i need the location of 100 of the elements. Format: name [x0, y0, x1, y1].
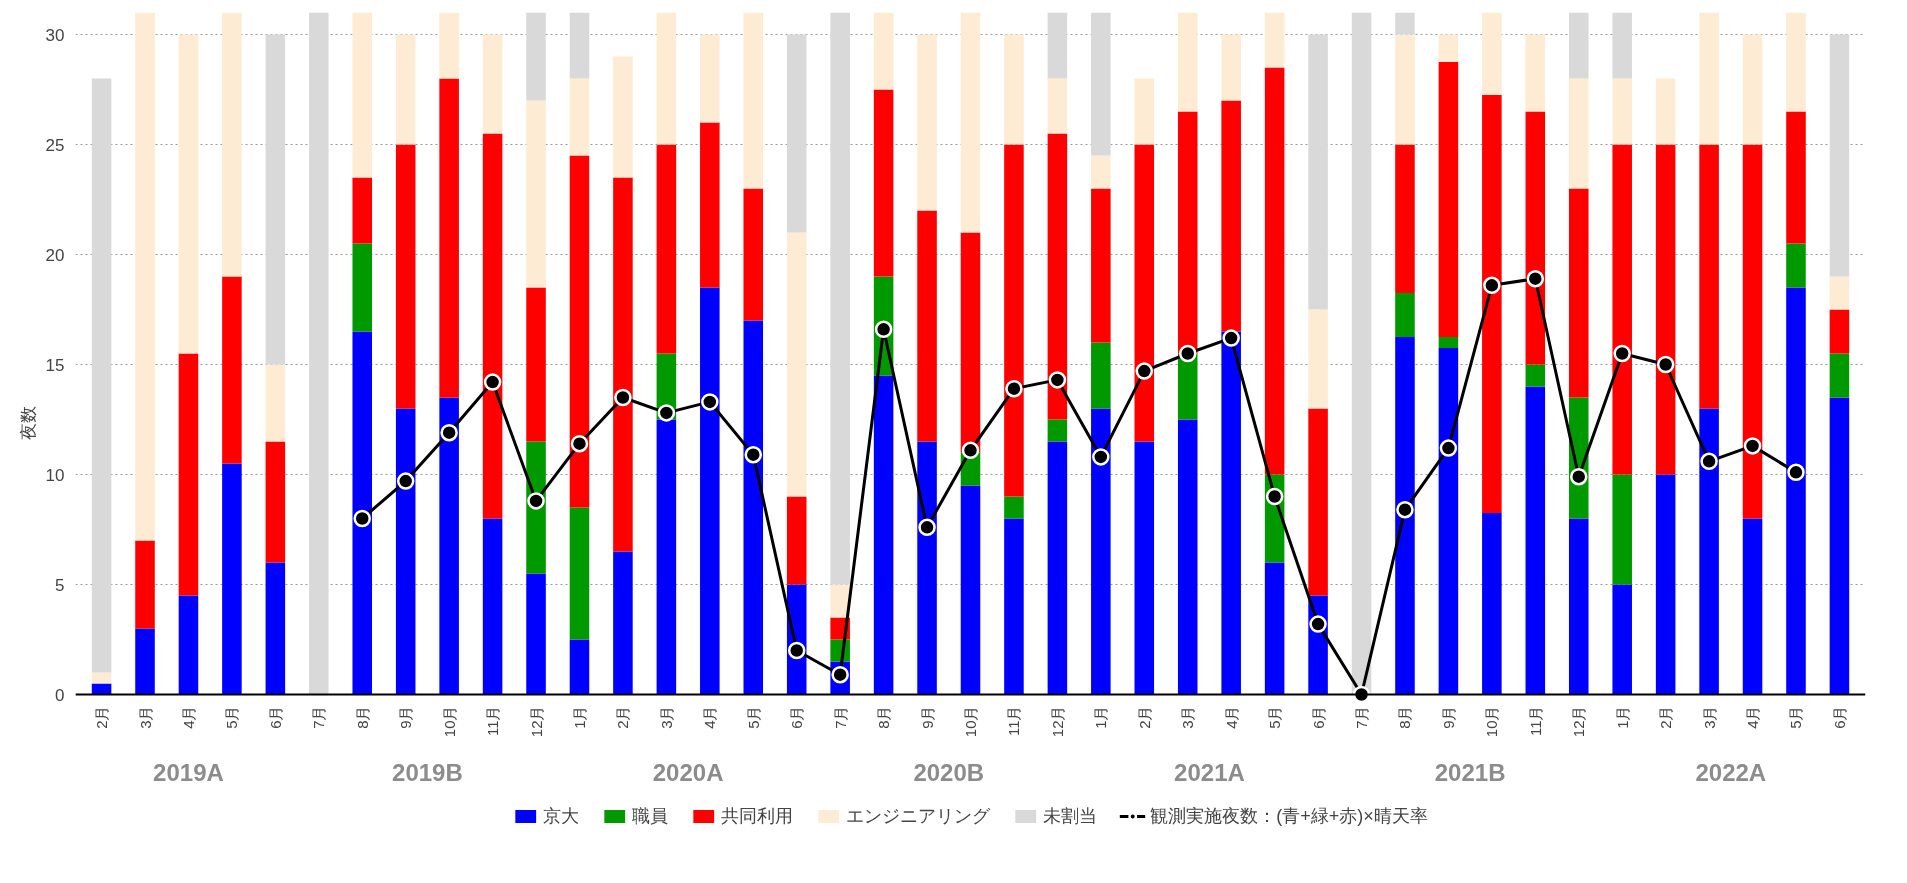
y-tick-label: 0 [55, 685, 65, 705]
x-tick-label: 5月 [1266, 705, 1284, 729]
bar [1829, 276, 1850, 310]
bar [1829, 34, 1850, 277]
x-tick-label: 1月 [1613, 705, 1631, 729]
y-axis-title: 夜数 [18, 405, 38, 440]
point [1222, 329, 1240, 347]
text: 2021A [1174, 759, 1245, 786]
x-tick-label: 9月 [397, 705, 415, 729]
bar [1091, 342, 1111, 409]
point [657, 404, 676, 422]
point [1178, 344, 1197, 363]
x-tick-label: 10月 [1483, 705, 1501, 738]
bar [1264, 562, 1285, 695]
text: 2022A [1695, 759, 1767, 786]
bar [700, 287, 720, 695]
bar [439, 397, 459, 695]
bar [1612, 12, 1632, 79]
point [353, 509, 371, 528]
bar [135, 540, 155, 629]
y-tick-label: 5 [55, 575, 65, 595]
point [614, 388, 632, 407]
bar [526, 287, 546, 442]
bar [917, 34, 937, 211]
x-tick-label: 2月 [93, 705, 111, 729]
bar [1395, 293, 1415, 337]
bar [1525, 34, 1546, 112]
bar [1525, 364, 1546, 387]
point [1396, 500, 1414, 519]
point [1700, 452, 1718, 471]
y-tick-label: 30 [45, 25, 65, 45]
bar [656, 144, 677, 354]
bar [1395, 12, 1415, 35]
bar [1742, 34, 1763, 145]
point [1656, 355, 1675, 374]
x-tick-label: 8月 [1396, 705, 1414, 729]
bar [786, 34, 807, 233]
bar [1786, 243, 1806, 288]
x-tick-label: 6月 [266, 705, 284, 729]
point [961, 441, 980, 460]
bar [395, 144, 416, 409]
bar [1047, 133, 1068, 420]
bar [830, 12, 850, 585]
bar [1438, 34, 1459, 62]
x-tick-label: 4月 [1744, 705, 1762, 729]
bar [1134, 144, 1155, 442]
point [918, 518, 936, 537]
bar [352, 12, 373, 178]
x-tick-label: 9月 [918, 705, 936, 729]
bar [743, 320, 764, 695]
bar [1308, 408, 1328, 596]
bar [1177, 12, 1198, 112]
point [396, 472, 415, 490]
bar [1177, 419, 1198, 695]
bar [1742, 144, 1763, 519]
bar [526, 100, 546, 288]
bar [135, 12, 155, 541]
bar [1091, 408, 1111, 695]
bar [309, 12, 329, 695]
bar [1264, 67, 1285, 475]
x-tick-label: 2月 [1135, 705, 1153, 729]
bar [1568, 518, 1589, 695]
legend-label: 京大 [543, 805, 580, 828]
bar [352, 331, 373, 695]
bar [1221, 100, 1241, 332]
bar [1264, 12, 1285, 68]
bar [1221, 34, 1241, 101]
bar [1004, 496, 1024, 519]
bar [1829, 309, 1850, 354]
bar [1438, 348, 1459, 695]
x-tick-label: 5月 [1787, 705, 1805, 729]
bar [222, 463, 242, 695]
y-tick-label: 25 [45, 135, 65, 155]
x-tick-label: 9月 [1439, 705, 1457, 729]
point [744, 445, 763, 464]
point [483, 373, 502, 391]
bar [1612, 78, 1632, 145]
bar [91, 672, 112, 684]
x-tick-label: 5月 [744, 705, 762, 729]
y-tick-label: 20 [45, 245, 65, 265]
bar [1004, 518, 1024, 695]
x-tick-label: 6月 [1830, 705, 1848, 729]
x-tick-label: 4月 [179, 705, 197, 729]
bar [352, 177, 373, 244]
bar [1655, 144, 1676, 475]
bar [1482, 95, 1502, 513]
point [1483, 276, 1501, 295]
bar [222, 276, 242, 464]
point [1570, 467, 1588, 486]
x-tick-label: 12月 [1570, 705, 1588, 738]
bar [1438, 62, 1459, 337]
bar [613, 56, 633, 178]
x-tick-label: 7月 [1353, 705, 1371, 729]
bar [569, 639, 590, 695]
bar [1786, 12, 1806, 112]
text: 2021B [1434, 759, 1506, 786]
x-tick-label: 4月 [1222, 705, 1240, 729]
bar [265, 34, 286, 365]
bar [873, 12, 894, 90]
bar [743, 188, 764, 321]
